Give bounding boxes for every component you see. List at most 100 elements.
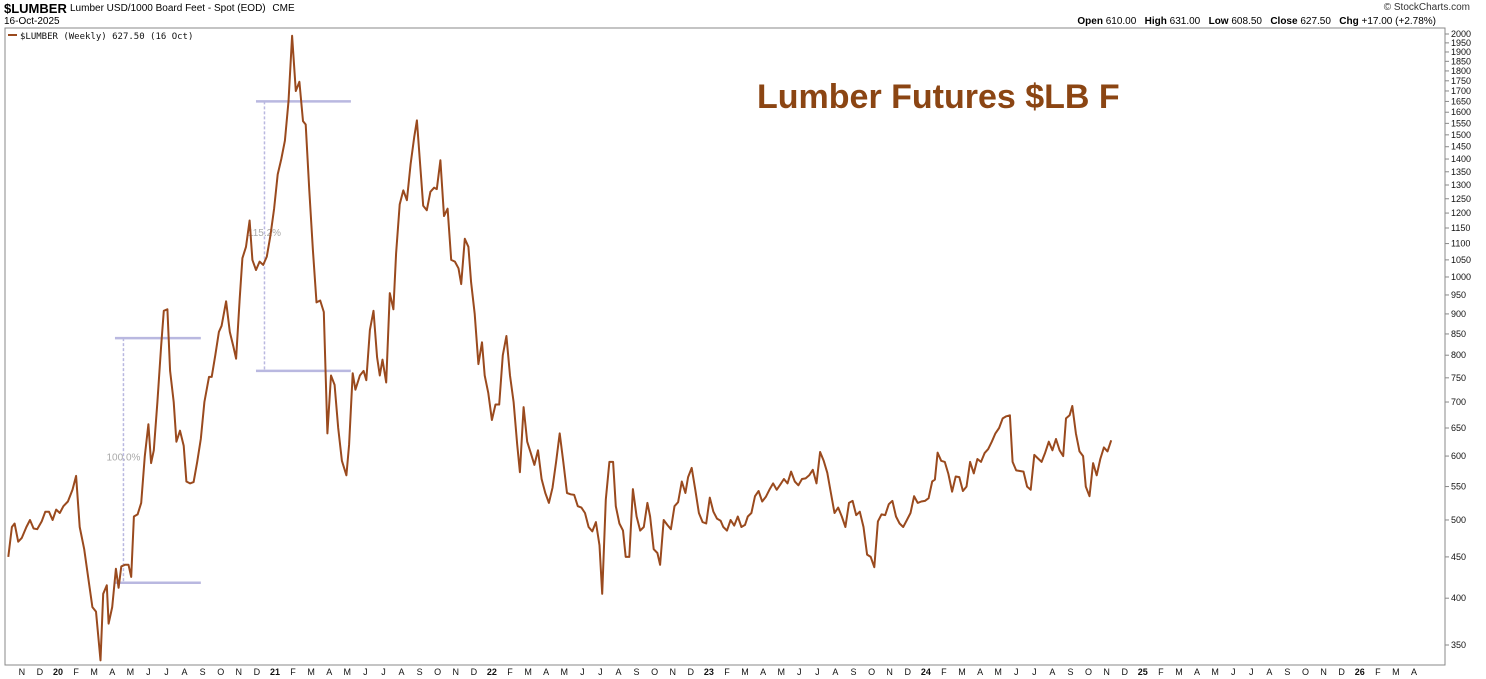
low-label: Low [1208, 16, 1229, 27]
x-month-label: J [146, 667, 151, 677]
plot-frame [4, 27, 1446, 666]
y-tick-label: 1450 [1451, 142, 1471, 152]
x-month-label: M [524, 667, 532, 677]
x-month-label: N [669, 667, 676, 677]
x-month-label: J [381, 667, 386, 677]
x-month-label: A [109, 667, 115, 677]
open-label: Open [1077, 16, 1103, 27]
x-month-label: A [182, 667, 188, 677]
x-month-label: N [453, 667, 460, 677]
x-month-label: D [688, 667, 695, 677]
x-month-label: A [1411, 667, 1417, 677]
y-tick-label: 400 [1451, 593, 1466, 603]
x-month-label: N [886, 667, 893, 677]
y-tick-label: 600 [1451, 451, 1466, 461]
y-tick-label: 550 [1451, 482, 1466, 492]
x-month-label: F [724, 667, 730, 677]
x-month-label: A [760, 667, 766, 677]
measure-label: 100.0% [106, 452, 140, 463]
x-month-label: F [1375, 667, 1381, 677]
y-tick-label: 1100 [1451, 239, 1470, 249]
high-label: High [1144, 16, 1167, 27]
legend-text: $LUMBER (Weekly) 627.50 (16 Oct) [20, 32, 193, 42]
y-tick-label: 1350 [1451, 167, 1471, 177]
y-tick-label: 1050 [1451, 255, 1471, 265]
x-month-label: S [200, 667, 206, 677]
x-month-label: D [1121, 667, 1128, 677]
y-tick-label: 1650 [1451, 96, 1471, 106]
y-tick-label: 900 [1451, 309, 1466, 319]
x-month-label: M [1175, 667, 1183, 677]
x-month-label: M [958, 667, 966, 677]
x-month-label: O [868, 667, 875, 677]
x-month-label: N [1103, 667, 1110, 677]
ohlc-readout: Open 610.00 High 631.00 Low 608.50 Close… [1077, 16, 1436, 27]
y-tick-label: 500 [1451, 515, 1466, 525]
x-year-label: 21 [270, 667, 280, 677]
y-tick-label: 2000 [1451, 29, 1471, 39]
x-year-label: 26 [1355, 667, 1365, 677]
x-month-label: J [797, 667, 802, 677]
x-month-label: A [1266, 667, 1272, 677]
x-month-label: A [326, 667, 332, 677]
x-month-label: M [307, 667, 315, 677]
y-tick-label: 950 [1451, 290, 1466, 300]
x-month-label: M [127, 667, 135, 677]
high-value: 631.00 [1169, 16, 1201, 27]
x-month-label: J [598, 667, 603, 677]
x-month-label: O [651, 667, 658, 677]
x-month-label: J [164, 667, 169, 677]
measure-label: 115.2% [248, 228, 281, 239]
y-tick-label: 1550 [1451, 118, 1471, 128]
x-month-label: D [905, 667, 912, 677]
close-value: 627.50 [1300, 16, 1331, 27]
x-month-label: F [507, 667, 513, 677]
price-series-line [7, 34, 1113, 662]
description-text: Lumber USD/1000 Board Feet - Spot (EOD) [70, 3, 266, 14]
x-month-label: S [634, 667, 640, 677]
x-month-label: M [741, 667, 749, 677]
x-month-label: F [1158, 667, 1164, 677]
chg-value: +17.00 (+2.78%) [1361, 16, 1437, 27]
x-month-label: A [977, 667, 983, 677]
x-month-label: J [815, 667, 820, 677]
x-month-label: M [560, 667, 568, 677]
x-month-label: J [580, 667, 585, 677]
y-tick-label: 1500 [1451, 130, 1471, 140]
x-month-label: J [1231, 667, 1236, 677]
close-label: Close [1270, 16, 1298, 27]
x-month-label: J [1014, 667, 1019, 677]
open-value: 610.00 [1105, 16, 1137, 27]
x-month-label: F [290, 667, 296, 677]
x-month-label: S [1067, 667, 1073, 677]
y-tick-label: 700 [1451, 397, 1466, 407]
x-month-label: F [73, 667, 79, 677]
x-year-label: 23 [704, 667, 714, 677]
x-month-label: A [543, 667, 549, 677]
y-tick-label: 1250 [1451, 194, 1471, 204]
y-tick-label: 1200 [1451, 208, 1471, 218]
y-tick-label: 1950 [1451, 38, 1471, 48]
x-month-label: O [1302, 667, 1309, 677]
x-month-label: N [236, 667, 243, 677]
y-tick-label: 750 [1451, 373, 1466, 383]
x-month-label: A [832, 667, 838, 677]
symbol-label: $LUMBER [4, 1, 67, 16]
x-month-label: J [1032, 667, 1037, 677]
brand-label: © StockCharts.com [1383, 2, 1470, 13]
y-tick-label: 1700 [1451, 86, 1471, 96]
x-month-label: O [1085, 667, 1092, 677]
y-tick-label: 800 [1451, 350, 1466, 360]
x-month-label: J [1249, 667, 1254, 677]
x-month-label: O [434, 667, 441, 677]
y-tick-label: 1400 [1451, 154, 1471, 164]
x-month-label: N [19, 667, 26, 677]
x-month-label: F [941, 667, 947, 677]
x-month-label: D [254, 667, 261, 677]
exchange-text: CME [272, 3, 295, 14]
x-month-label: A [1194, 667, 1200, 677]
x-month-label: J [363, 667, 368, 677]
chart-date: 16-Oct-2025 [4, 16, 60, 27]
y-tick-label: 350 [1451, 640, 1466, 650]
